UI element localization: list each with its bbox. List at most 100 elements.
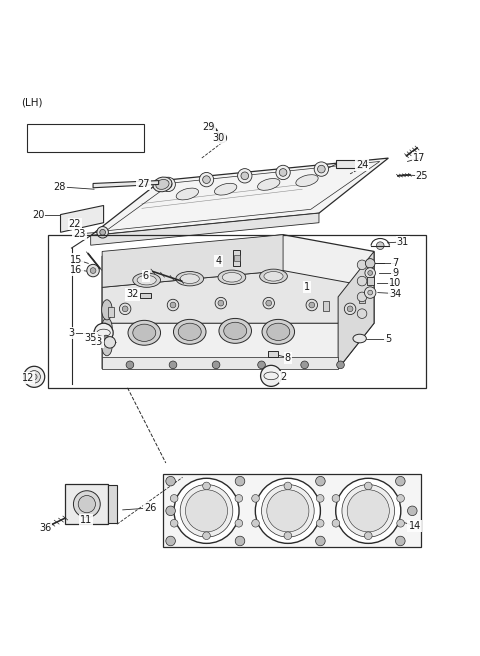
Circle shape: [408, 506, 417, 516]
Text: 8: 8: [285, 353, 291, 363]
Text: 20: 20: [32, 210, 44, 220]
Ellipse shape: [219, 318, 252, 343]
Circle shape: [164, 180, 172, 188]
Circle shape: [126, 361, 134, 369]
Ellipse shape: [153, 177, 172, 192]
Circle shape: [215, 297, 227, 309]
Text: 9: 9: [393, 268, 398, 278]
Circle shape: [203, 482, 210, 490]
Circle shape: [342, 485, 395, 537]
Circle shape: [336, 478, 401, 543]
Text: 29: 29: [203, 122, 215, 132]
Circle shape: [364, 287, 376, 298]
Circle shape: [218, 300, 224, 306]
Circle shape: [316, 536, 325, 546]
Circle shape: [199, 173, 214, 187]
Ellipse shape: [296, 174, 318, 186]
Ellipse shape: [353, 334, 366, 343]
Text: 17: 17: [413, 153, 426, 163]
Text: 11: 11: [80, 516, 92, 525]
Text: 28: 28: [53, 182, 66, 192]
Ellipse shape: [156, 180, 169, 190]
Circle shape: [364, 532, 372, 539]
Polygon shape: [338, 251, 374, 369]
Circle shape: [24, 366, 45, 387]
Circle shape: [267, 490, 309, 532]
Circle shape: [357, 276, 367, 286]
Ellipse shape: [224, 322, 247, 340]
Circle shape: [396, 536, 405, 546]
Circle shape: [170, 302, 176, 308]
Circle shape: [332, 495, 340, 502]
Circle shape: [357, 260, 367, 270]
Text: 1: 1: [304, 282, 310, 293]
Bar: [268, 351, 278, 357]
Bar: [48, 235, 426, 388]
Circle shape: [397, 495, 405, 502]
Circle shape: [169, 361, 177, 369]
Circle shape: [318, 165, 325, 173]
Polygon shape: [102, 235, 374, 369]
Bar: [367, 277, 374, 285]
Polygon shape: [102, 357, 338, 369]
Circle shape: [185, 490, 228, 532]
Circle shape: [100, 230, 106, 235]
Circle shape: [170, 495, 178, 502]
Ellipse shape: [176, 272, 204, 286]
Polygon shape: [60, 205, 104, 232]
Text: 6: 6: [143, 272, 149, 281]
Circle shape: [73, 491, 100, 518]
Bar: [108, 308, 114, 317]
Circle shape: [301, 361, 309, 369]
Circle shape: [104, 337, 116, 348]
Circle shape: [166, 476, 175, 486]
Circle shape: [357, 309, 367, 318]
Circle shape: [263, 297, 275, 309]
Ellipse shape: [102, 318, 112, 338]
Polygon shape: [102, 270, 374, 323]
Ellipse shape: [176, 188, 199, 200]
Circle shape: [266, 300, 272, 306]
Text: 34: 34: [389, 289, 402, 298]
Text: 24: 24: [356, 160, 368, 171]
Text: 3: 3: [69, 328, 74, 338]
Circle shape: [258, 361, 265, 369]
Circle shape: [314, 162, 328, 176]
Circle shape: [316, 495, 324, 502]
Circle shape: [284, 532, 292, 539]
Circle shape: [284, 482, 292, 490]
Circle shape: [252, 495, 259, 502]
Circle shape: [235, 536, 245, 546]
Ellipse shape: [137, 276, 156, 285]
Text: 32: 32: [126, 289, 139, 300]
Text: 23: 23: [73, 229, 86, 239]
Circle shape: [78, 495, 96, 513]
Circle shape: [368, 290, 372, 295]
Circle shape: [316, 520, 324, 527]
Bar: [233, 251, 240, 266]
Text: THE NO.1 : ①~②: THE NO.1 : ①~②: [32, 136, 102, 145]
Text: 7: 7: [393, 258, 399, 268]
Circle shape: [261, 365, 282, 386]
Text: 36: 36: [39, 523, 51, 533]
Text: 35: 35: [84, 333, 97, 342]
Polygon shape: [91, 213, 319, 245]
Circle shape: [203, 176, 210, 184]
Ellipse shape: [102, 300, 112, 320]
Ellipse shape: [178, 323, 201, 340]
Polygon shape: [102, 235, 283, 287]
Polygon shape: [163, 474, 421, 547]
Circle shape: [94, 323, 113, 342]
Circle shape: [255, 478, 321, 543]
Bar: [27, 124, 144, 152]
Bar: [108, 485, 117, 523]
Circle shape: [368, 270, 372, 276]
Text: 5: 5: [385, 333, 392, 344]
Text: 31: 31: [396, 237, 409, 247]
Circle shape: [309, 302, 315, 308]
Circle shape: [28, 371, 40, 383]
Ellipse shape: [260, 269, 288, 283]
Circle shape: [180, 485, 233, 537]
Circle shape: [364, 482, 372, 490]
Circle shape: [252, 520, 259, 527]
